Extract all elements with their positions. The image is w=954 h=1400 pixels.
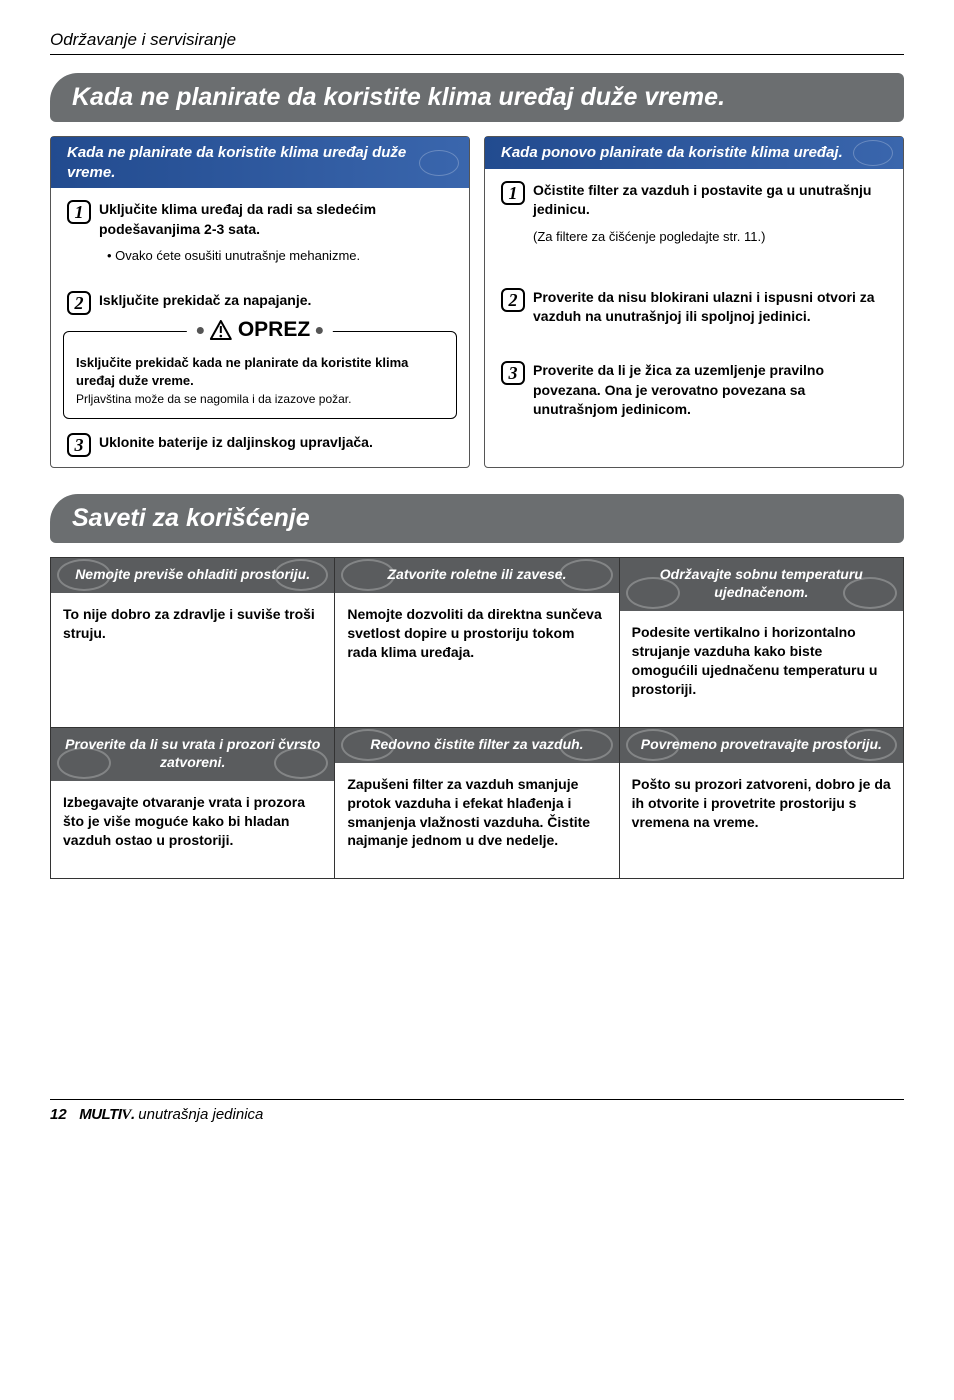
right-step1: 1 Očistite filter za vazduh i postavite …: [485, 169, 903, 246]
tips-head: Povremeno provetravajte prostoriju.: [620, 728, 903, 763]
tips-body: Zapušeni filter za vazduh smanjuje proto…: [335, 763, 618, 879]
tips-head: Redovno čistite filter za vazduh.: [335, 728, 618, 763]
tips-table: Nemojte previše ohladiti prostoriju. To …: [50, 557, 904, 880]
tips-body: Nemojte dozvoliti da direktna sunčeva sv…: [335, 593, 618, 690]
left-step1-sub: • Ovako ćete osušiti unutrašnje mehanizm…: [107, 247, 453, 265]
section2-title: Saveti za korišćenje: [50, 494, 904, 543]
dot-icon: [316, 327, 323, 334]
step-number-icon: 2: [501, 288, 525, 312]
tips-body: Izbegavajte otvaranje vrata i prozora št…: [51, 781, 334, 878]
step-number-icon: 2: [67, 291, 91, 315]
tips-body: To nije dobro za zdravlje i suviše troši…: [51, 593, 334, 671]
left-step1: 1 Uključite klima uređaj da radi sa sled…: [51, 188, 469, 265]
step-number-icon: 3: [67, 433, 91, 457]
warning-triangle-icon: [210, 320, 232, 340]
right-step2-title: Proverite da nisu blokirani ulazni i isp…: [533, 289, 875, 325]
section1-title: Kada ne planirate da koristite klima ure…: [50, 73, 904, 122]
left-step2-title: Isključite prekidač za napajanje.: [99, 292, 311, 308]
step-number-icon: 1: [501, 181, 525, 205]
caution-bold-text: Isključite prekidač kada ne planirate da…: [76, 354, 444, 389]
caution-label: OPREZ: [187, 318, 333, 342]
right-step1-title: Očistite filter za vazduh i postavite ga…: [533, 182, 871, 218]
right-step3: 3 Proverite da li je žica za uzemljenje …: [485, 327, 903, 420]
table-row: Nemojte previše ohladiti prostoriju. To …: [51, 557, 904, 727]
right-box: Kada ponovo planirate da koristite klima…: [484, 136, 904, 468]
right-step3-title: Proverite da li je žica za uzemljenje pr…: [533, 362, 824, 417]
table-row: Proverite da li su vrata i prozori čvrst…: [51, 727, 904, 879]
tips-body: Podesite vertikalno i horizontalno struj…: [620, 611, 903, 727]
left-step1-title: Uključite klima uređaj da radi sa sledeć…: [99, 201, 376, 237]
tips-head: Proverite da li su vrata i prozori čvrst…: [51, 728, 334, 781]
footer-brand: MULTIV.: [79, 1106, 138, 1123]
tips-head: Nemojte previše ohladiti prostoriju.: [51, 558, 334, 593]
left-box-head: Kada ne planirate da koristite klima ure…: [51, 137, 469, 188]
step-number-icon: 1: [67, 200, 91, 224]
left-step3-title: Uklonite baterije iz daljinskog upravlja…: [99, 434, 373, 450]
footer-page-number: 12: [50, 1106, 67, 1123]
page-header: Održavanje i servisiranje: [50, 30, 904, 55]
tips-head: Zatvorite roletne ili zavese.: [335, 558, 618, 593]
page-footer: 12 MULTIV. unutrašnja jedinica: [50, 1099, 904, 1124]
right-step2: 2 Proverite da nisu blokirani ulazni i i…: [485, 246, 903, 327]
dot-icon: [197, 327, 204, 334]
footer-text: unutrašnja jedinica: [138, 1106, 263, 1123]
right-box-head: Kada ponovo planirate da koristite klima…: [485, 137, 903, 169]
left-step2: 2 Isključite prekidač za napajanje.: [51, 265, 469, 315]
caution-label-text: OPREZ: [238, 318, 310, 342]
tips-head: Održavajte sobnu temperaturu ujednačenom…: [620, 558, 903, 611]
two-column-boxes: Kada ne planirate da koristite klima ure…: [50, 136, 904, 468]
step-number-icon: 3: [501, 361, 525, 385]
caution-box: OPREZ Isključite prekidač kada ne planir…: [63, 331, 457, 418]
right-step1-sub: (Za filtere za čišćenje pogledajte str. …: [533, 228, 887, 246]
left-box: Kada ne planirate da koristite klima ure…: [50, 136, 470, 468]
tips-body: Pošto su prozori zatvoreni, dobro je da …: [620, 763, 903, 860]
left-step3: 3 Uklonite baterije iz daljinskog upravl…: [51, 429, 469, 457]
caution-sub-text: Prljavština može da se nagomila i da iza…: [76, 391, 444, 407]
